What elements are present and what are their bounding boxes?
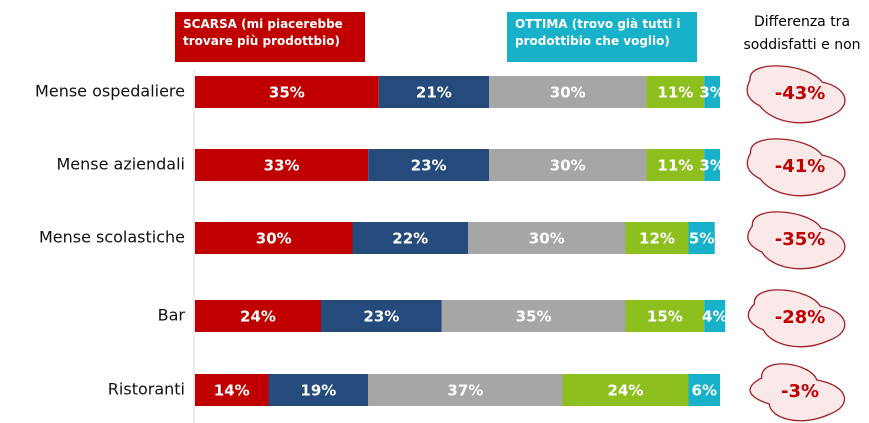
difference-label: -43% [775,83,826,104]
value-label: 5% [689,230,714,248]
value-label: 21% [416,84,452,102]
value-label: 14% [214,382,250,400]
value-label: 35% [269,84,305,102]
value-label: 3% [699,157,724,175]
value-label: 19% [300,382,336,400]
category-label: Mense scolastiche [39,228,185,247]
value-label: 24% [608,382,644,400]
page: Differenza trasoddisfatti e non SCARSA (… [0,0,869,423]
value-label: 3% [699,84,724,102]
chart: Differenza trasoddisfatti e non SCARSA (… [0,0,869,423]
difference-label: -3% [781,381,819,402]
value-label: 11% [657,157,693,175]
value-label: 12% [639,230,675,248]
value-label: 11% [657,84,693,102]
category-label: Bar [158,306,186,325]
value-label: 23% [363,308,399,326]
difference-label: -41% [775,156,826,177]
value-label: 30% [550,157,586,175]
value-label: 35% [516,308,552,326]
value-label: 24% [240,308,276,326]
value-label: 15% [647,308,683,326]
value-label: 4% [702,308,727,326]
category-label: Mense ospedaliere [35,82,185,101]
value-label: 30% [529,230,565,248]
difference-label: -28% [775,307,826,328]
category-label: Ristoranti [108,380,185,399]
value-label: 33% [264,157,300,175]
difference-label: -35% [775,229,826,250]
value-label: 23% [411,157,447,175]
value-label: 37% [447,382,483,400]
value-label: 30% [550,84,586,102]
value-label: 22% [392,230,428,248]
value-label: 30% [256,230,292,248]
value-label: 6% [692,382,717,400]
category-label: Mense aziendali [56,155,185,174]
